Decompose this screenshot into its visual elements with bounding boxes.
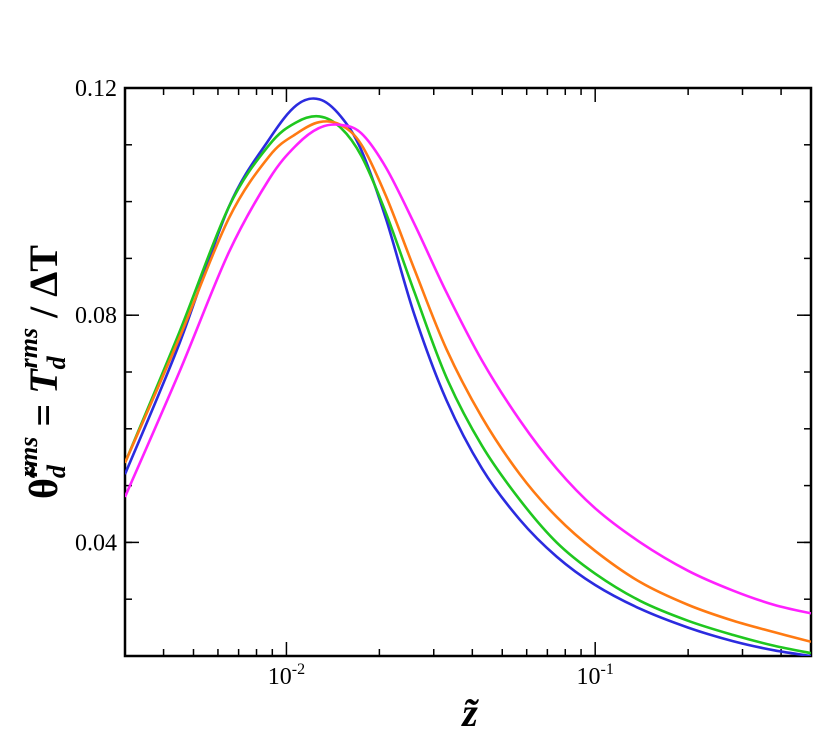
x-axis-label: z̃ [460, 690, 480, 735]
y-label-eq: = [21, 394, 66, 437]
y-label-rhs: T [21, 368, 66, 394]
y-axis-label: θ̃drms = Tdrms / ΔT [14, 245, 71, 499]
major-ticks [125, 87, 811, 656]
y-label-rest: / ΔT [21, 245, 66, 328]
y-tick-labels: 0.04 0.08 0.12 [75, 76, 117, 556]
x-tick-exp: -1 [601, 661, 614, 678]
x-tick-label: 10-1 [577, 661, 614, 690]
y-label-lhs-sub: d [42, 464, 71, 478]
y-tick-label: 0.12 [75, 76, 117, 102]
x-tick-base: 10 [268, 664, 292, 690]
x-tick-label: 10-2 [268, 661, 305, 690]
series-line-2 [125, 114, 811, 655]
series-line-3 [125, 120, 811, 644]
y-label-rhs-sup: rms [14, 328, 43, 368]
series-line-1 [125, 97, 811, 656]
y-tick-label: 0.04 [75, 530, 117, 556]
series-layer [125, 97, 811, 656]
x-tick-exp: -2 [292, 661, 305, 678]
plot-frame [123, 86, 813, 658]
minor-ticks [124, 87, 812, 657]
y-label-lhs-sup: rms [14, 437, 43, 477]
x-tick-base: 10 [577, 664, 601, 690]
series-line-4 [125, 123, 811, 615]
y-label-rhs-sub: d [42, 355, 71, 369]
y-tick-label: 0.08 [75, 303, 117, 329]
x-tick-labels: 10-2 10-1 [268, 661, 614, 690]
